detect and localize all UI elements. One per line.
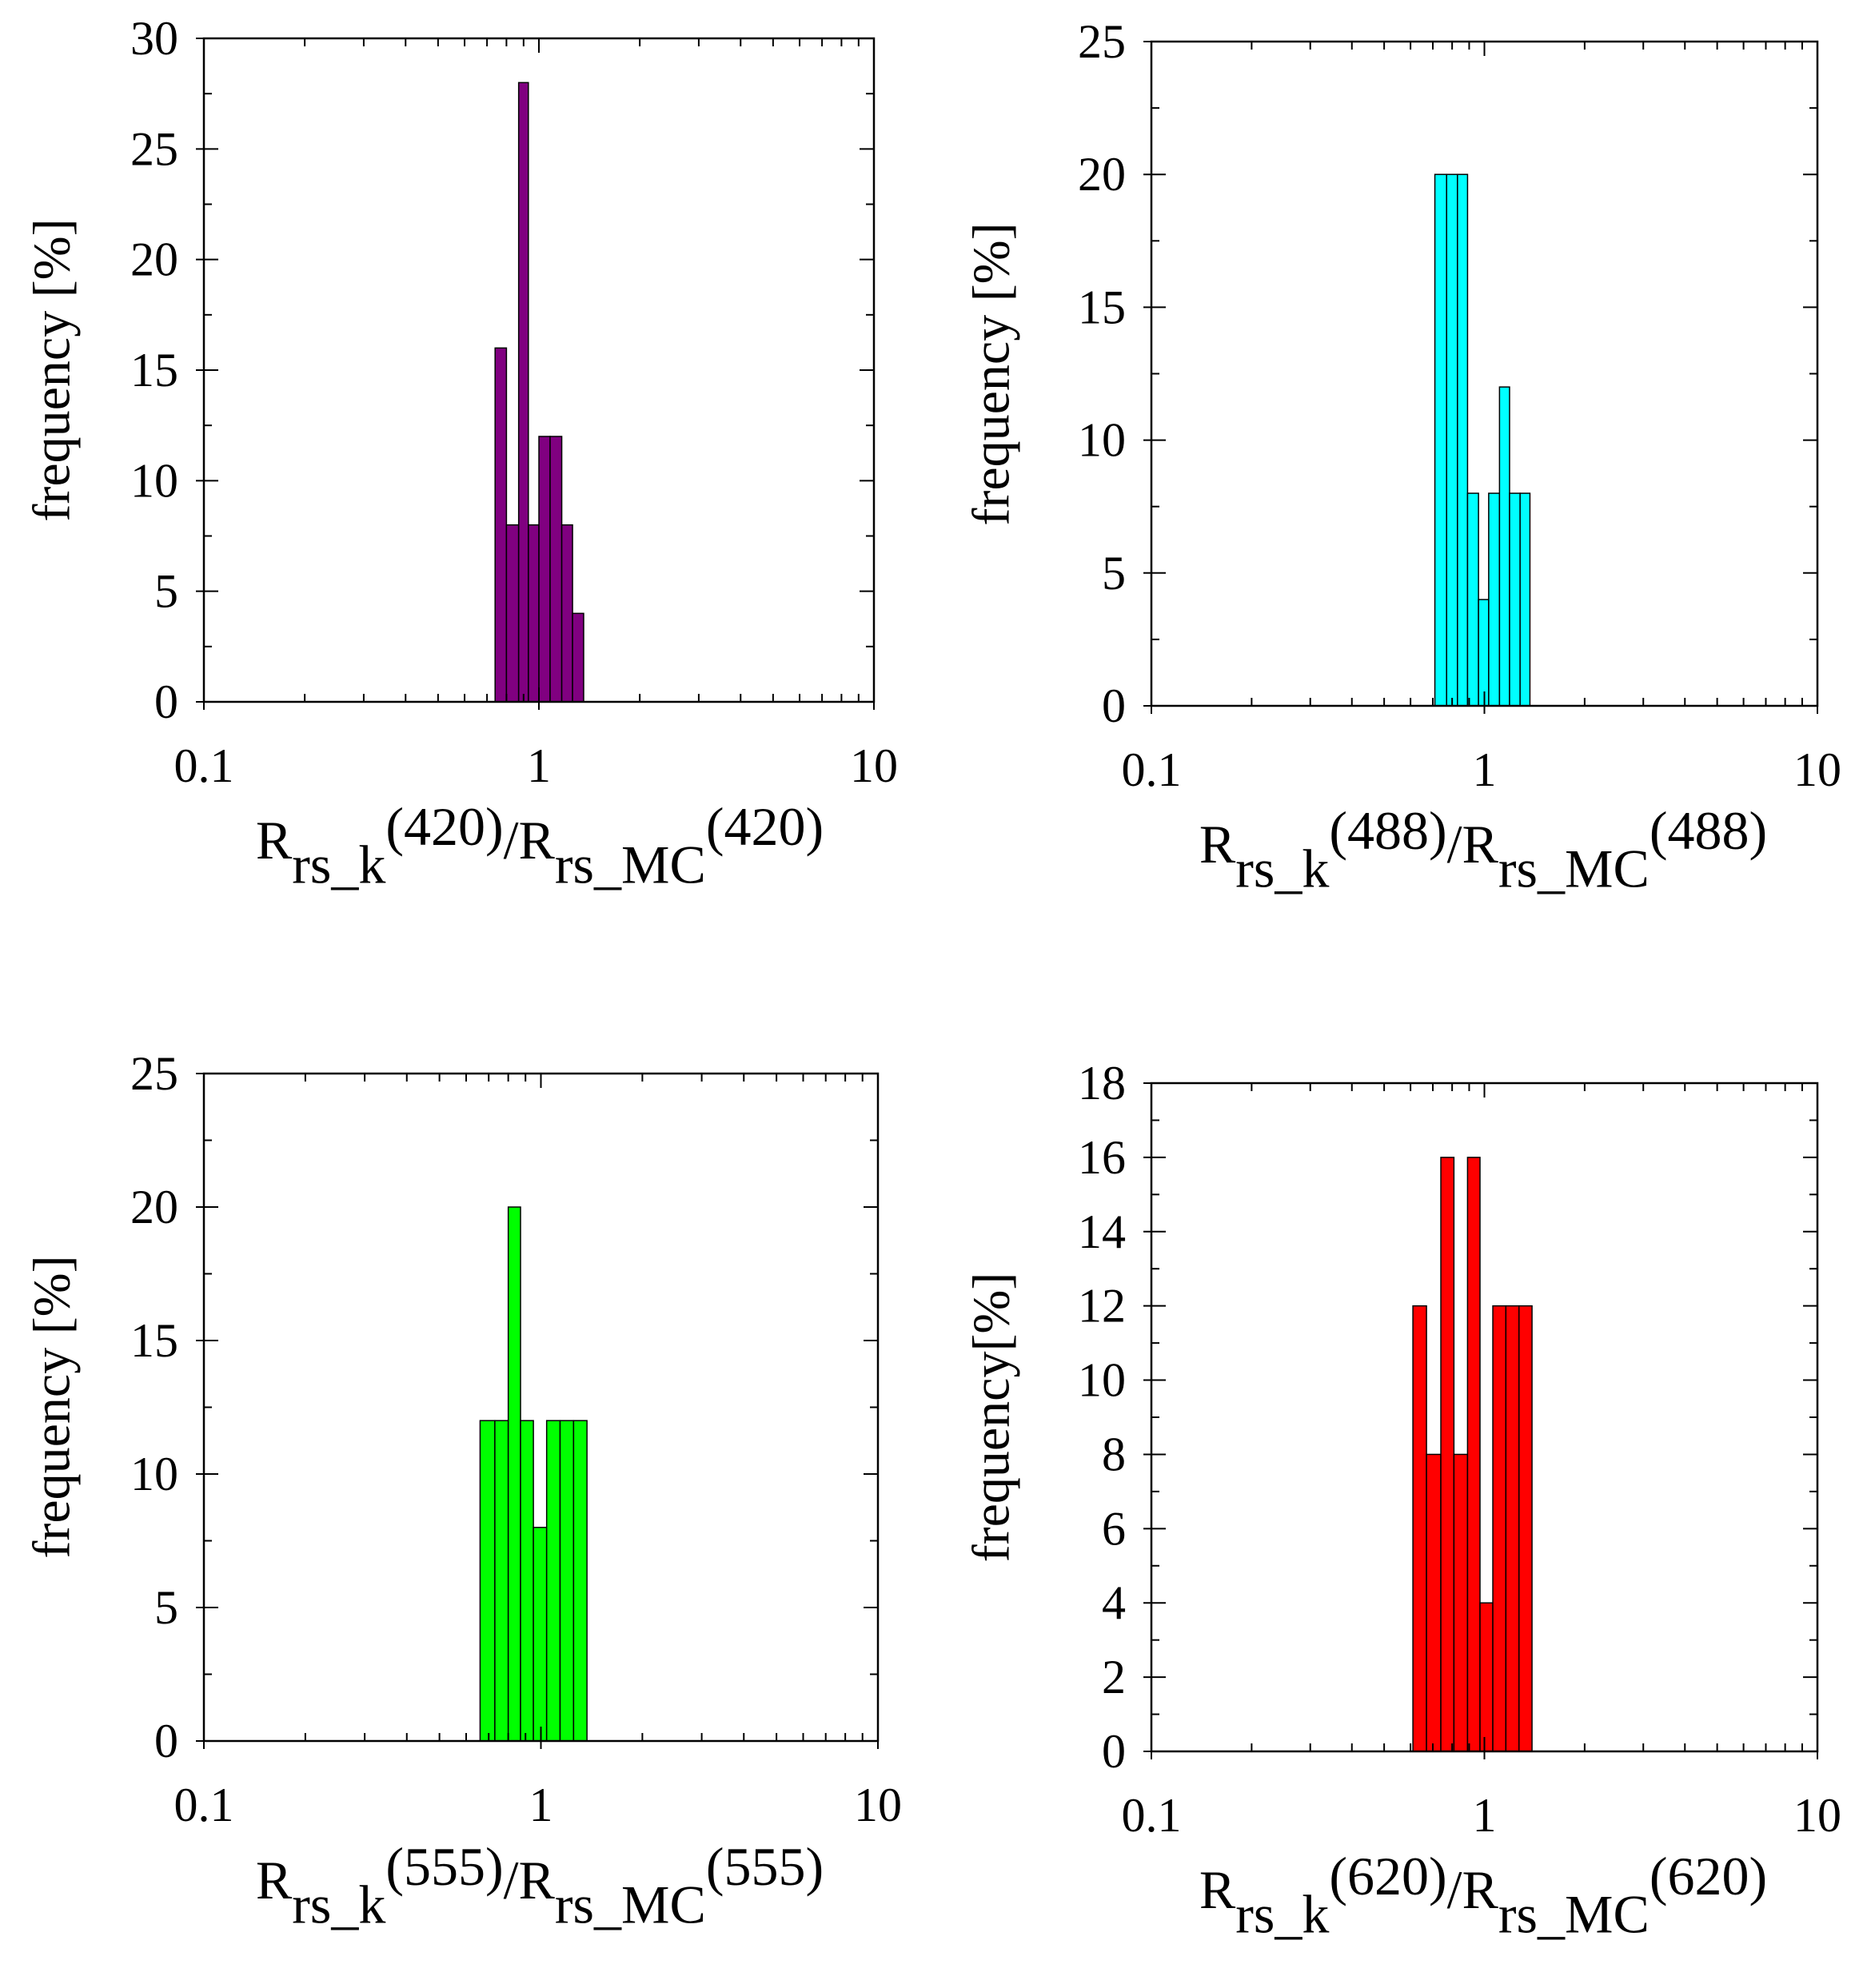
histogram-bar [572,1420,588,1742]
histogram-bar [533,1527,548,1742]
y-tick-label: 18 [1078,1057,1126,1110]
ylabel-420: frequency [%] [22,218,82,522]
x-tick-label: 10 [1793,743,1841,796]
histogram-bar [1509,492,1521,707]
y-tick-label: 15 [130,1314,178,1367]
histogram-bar [545,1420,561,1742]
histogram-bar [1466,492,1479,707]
histogram-bar [1492,1305,1507,1752]
x-tick-label: 10 [1793,1789,1841,1842]
histogram-bar [517,82,529,703]
y-tick-label: 5 [154,1581,178,1634]
y-tick-label: 5 [1102,547,1126,600]
histogram-620: 0.1 1 10 0 2 4 6 8 10 12 14 16 18 frequency[%] Rrs_k… [932,994,1863,1987]
y-tick-label: 0 [154,1715,178,1767]
ylabel-620: frequency[%] [961,1272,1020,1563]
histogram-bar [1466,1157,1481,1752]
histogram-bar [479,1420,496,1742]
y-tick-label: 6 [1102,1502,1126,1555]
histogram-bar [1412,1305,1427,1752]
y-tick-label: 4 [1102,1576,1126,1629]
xlabel-555: Rrs_k(555)/Rrs_MC(555) [255,1836,824,1935]
x-tick-label: 0.1 [1122,1789,1182,1842]
histogram-555-plot: 0.1 1 10 0 5 10 15 20 25 [130,1047,902,1831]
y-tick-label: 25 [130,1047,178,1100]
histogram-bar [494,1420,509,1742]
x-tick-label: 1 [529,1779,553,1831]
histogram-bar [1440,1157,1455,1752]
y-tick-label: 0 [1102,679,1126,732]
histogram-bar [1488,492,1501,707]
x-tick-label: 1 [1473,1789,1497,1842]
histogram-555: 0.1 1 10 0 5 10 15 20 25 frequency [%] Rrs_k(555… [0,994,932,1987]
y-tick-label: 20 [130,1181,178,1233]
y-tick-label: 10 [130,1448,178,1500]
x-tick-label: 10 [854,1779,902,1831]
xlabel-420: Rrs_k(420)/Rrs_MC(420) [255,796,824,895]
histogram-bar [1457,173,1469,707]
y-tick-label: 25 [130,122,178,175]
histogram-bar [1505,1305,1520,1752]
x-tick-label: 10 [850,739,898,792]
y-tick-label: 10 [1078,1354,1126,1407]
histogram-bar [1518,1305,1533,1752]
histogram-bar [505,524,520,703]
y-tick-label: 20 [1078,148,1126,201]
histogram-620-plot: 0.1 1 10 0 2 4 6 8 10 12 14 16 18 [1078,1057,1841,1842]
histogram-bar [520,1420,534,1742]
histogram-bar [549,436,563,703]
x-tick-label: 0.1 [1122,743,1182,796]
y-tick-label: 10 [1078,414,1126,467]
histogram-bar [1478,599,1490,707]
histogram-488: 0.1 1 10 0 5 10 15 20 25 frequency [%] Rrs_k(488… [932,0,1863,994]
histogram-420-plot: 0.1 1 10 0 5 10 15 20 25 30 [130,12,898,792]
x-tick-label: 1 [527,739,551,792]
histogram-488-plot: 0.1 1 10 0 5 10 15 20 25 [1078,15,1841,796]
xlabel-488: Rrs_k(488)/Rrs_MC(488) [1199,800,1768,899]
y-tick-label: 8 [1102,1428,1126,1480]
y-tick-label: 16 [1078,1131,1126,1184]
xlabel-620: Rrs_k(620)/Rrs_MC(620) [1199,1846,1768,1945]
histogram-bar [560,524,573,703]
x-tick-label: 0.1 [174,1779,234,1831]
ylabel-488: frequency [%] [962,222,1021,526]
y-tick-label: 25 [1078,15,1126,68]
histogram-bar [507,1206,521,1742]
y-tick-label: 15 [130,344,178,396]
y-tick-label: 12 [1078,1280,1126,1333]
x-tick-label: 0.1 [174,739,234,792]
y-tick-label: 20 [130,233,178,286]
y-tick-label: 2 [1102,1651,1126,1703]
histogram-bar [1479,1602,1494,1752]
histogram-bar [1426,1453,1442,1752]
y-tick-label: 30 [130,12,178,65]
histogram-bar [1446,173,1458,707]
histogram-420: 0.1 1 10 0 5 10 15 20 25 30 frequency [%] Rrs_k(4… [0,0,932,994]
histogram-bar [1519,492,1531,707]
histogram-bar [559,1420,575,1742]
y-tick-label: 0 [154,675,178,728]
y-tick-label: 15 [1078,281,1126,333]
y-tick-label: 10 [130,454,178,507]
histogram-bar [494,347,508,703]
histogram-bar [1434,173,1447,707]
histogram-bar [528,524,540,703]
y-tick-label: 0 [1102,1725,1126,1778]
x-tick-label: 1 [1473,743,1497,796]
ylabel-555: frequency [%] [22,1255,82,1559]
y-tick-label: 5 [154,565,178,618]
y-tick-label: 14 [1078,1205,1126,1258]
histogram-bar [538,436,551,703]
histogram-bar [1498,386,1510,707]
histogram-bar [572,612,584,703]
histogram-bar [1453,1453,1469,1752]
